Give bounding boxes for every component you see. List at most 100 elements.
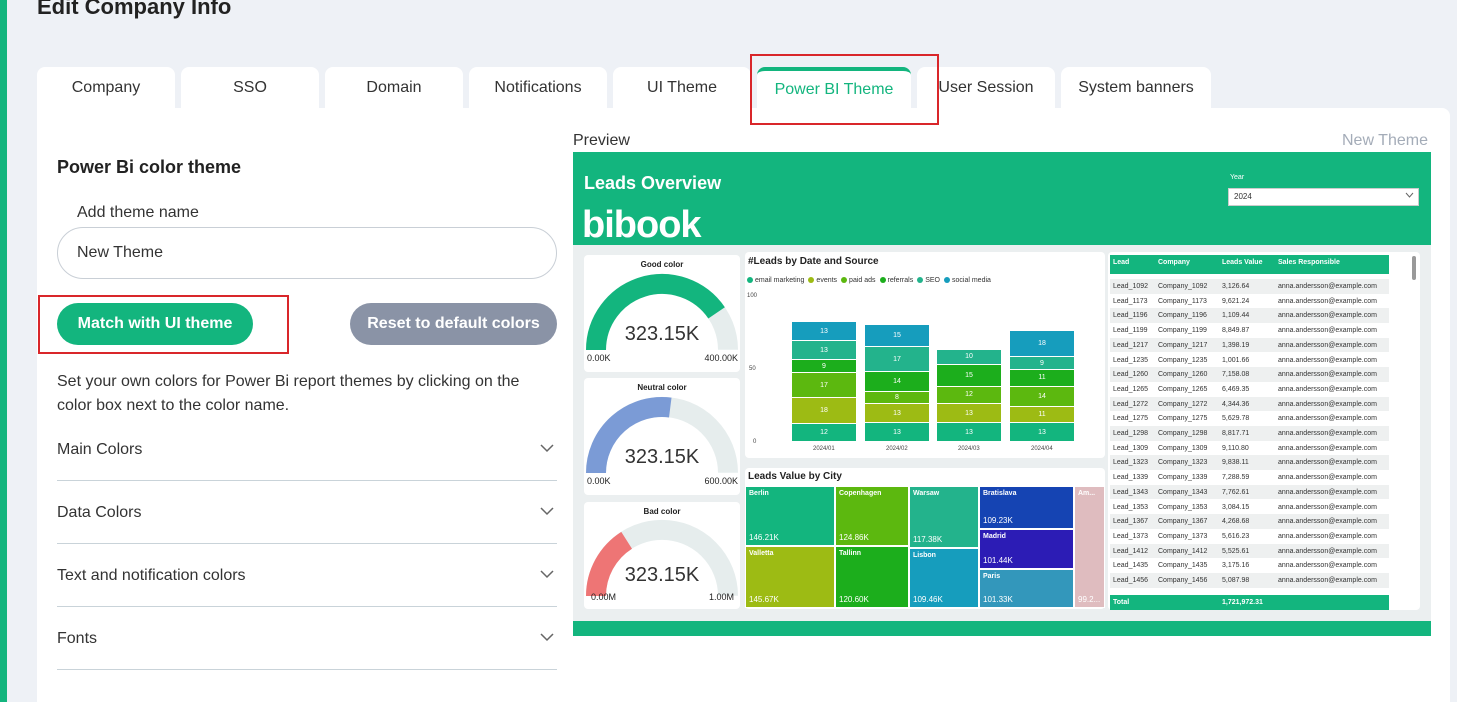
gauge-max: 400.00K [704, 353, 738, 363]
table-row[interactable]: Lead_1196 Company_1196 1,109.44 anna.anders… [1110, 308, 1389, 324]
treemap-cell: Paris 101.33K [979, 569, 1074, 608]
table-cell: Company_1412 [1158, 547, 1208, 555]
bar-segment: 11 [1010, 406, 1074, 422]
cell-name: Madrid [983, 533, 1006, 540]
treemap-title: Leads Value by City [748, 471, 842, 482]
cell-name: Am... [1078, 490, 1096, 497]
year-select[interactable]: 2024 [1228, 188, 1419, 206]
x-tick: 2024/03 [958, 446, 980, 452]
table-row[interactable]: Lead_1298 Company_1298 8,817.71 anna.anders… [1110, 426, 1389, 441]
description-text: Set your own colors for Power Bi report … [57, 373, 520, 414]
table-row[interactable]: Lead_1339 Company_1339 7,288.59 anna.anders… [1110, 470, 1389, 485]
table-cell: Lead_1272 [1113, 400, 1149, 408]
tab-sso[interactable]: SSO [181, 67, 319, 109]
table-cell: Lead_1235 [1113, 356, 1149, 364]
table-cell: anna.andersson@example.com [1278, 444, 1377, 452]
chevron-down-icon [540, 507, 554, 516]
tab-ui-theme[interactable]: UI Theme [613, 67, 751, 109]
cell-name: Lisbon [913, 552, 936, 559]
table-row[interactable]: Lead_1173 Company_1173 9,621.24 anna.anders… [1110, 293, 1389, 309]
tab-user-session[interactable]: User Session [917, 67, 1055, 109]
table-cell: 5,629.78 [1222, 415, 1250, 423]
table-row[interactable]: Lead_1217 Company_1217 1,398.19 anna.anders… [1110, 337, 1389, 353]
legend-item: referrals [879, 277, 913, 284]
table-row[interactable]: Lead_1323 Company_1323 9,838.11 anna.anders… [1110, 455, 1389, 471]
table-row[interactable]: Lead_1275 Company_1275 5,629.78 anna.anders… [1110, 411, 1389, 426]
table-cell: Company_1196 [1158, 312, 1207, 320]
treemap-cell: Tallinn 120.60K [835, 546, 909, 608]
table-row[interactable]: Lead_1272 Company_1272 4,344.36 anna.anders… [1110, 396, 1389, 412]
table-cell: anna.andersson@example.com [1278, 400, 1377, 408]
tab-company[interactable]: Company [37, 67, 175, 109]
accordion-text-notification-colors[interactable]: Text and notification colors [57, 544, 557, 607]
table-scrollbar[interactable] [1412, 256, 1416, 280]
tab-power-bi-theme[interactable]: Power BI Theme [757, 67, 911, 109]
table-cell: anna.andersson@example.com [1278, 474, 1377, 482]
reset-default-colors-button[interactable]: Reset to default colors [350, 303, 557, 345]
bar-segment: 9 [1010, 357, 1074, 370]
tab-system-banners[interactable]: System banners [1061, 67, 1211, 109]
tab-notifications[interactable]: Notifications [469, 67, 607, 109]
table-cell: anna.andersson@example.com [1278, 503, 1377, 511]
accordion-main-colors[interactable]: Main Colors [57, 418, 557, 481]
table-row[interactable]: Lead_1353 Company_1353 3,084.15 anna.anders… [1110, 499, 1389, 515]
gauge-neutral: Neutral color 323.15K 0.00K 600.00K [584, 378, 740, 495]
legend-item: events [808, 277, 837, 284]
gauge-value: 323.15K [624, 564, 700, 586]
table-row[interactable]: Lead_1456 Company_1456 5,087.98 anna.anders… [1110, 573, 1389, 588]
column-header[interactable]: Leads Value [1222, 259, 1263, 266]
table-row[interactable]: Lead_1412 Company_1412 5,525.61 anna.anders… [1110, 543, 1389, 559]
treemap-panel: Leads Value by City Berlin 146.21K Copenh… [745, 468, 1105, 609]
table-cell: Company_1435 [1158, 562, 1208, 570]
cell-value: 109.46K [913, 595, 943, 604]
column-header[interactable]: Company [1158, 259, 1190, 266]
table-row[interactable]: Lead_1199 Company_1199 8,849.87 anna.anders… [1110, 323, 1389, 338]
table-row[interactable]: Lead_1260 Company_1260 7,158.08 anna.anders… [1110, 367, 1389, 382]
table-row[interactable]: Lead_1373 Company_1373 5,616.23 anna.anders… [1110, 528, 1389, 544]
legend-item: paid ads [841, 277, 876, 284]
gauge-good: Good color 323.15K 0.00K 400.00K [584, 255, 740, 372]
table-row[interactable]: Lead_1309 Company_1309 9,110.80 anna.anders… [1110, 440, 1389, 456]
bar-segment: 13 [792, 322, 856, 341]
table-cell: anna.andersson@example.com [1278, 415, 1377, 423]
match-ui-theme-button[interactable]: Match with UI theme [57, 303, 253, 345]
table-cell: 3,126.64 [1222, 283, 1250, 290]
table-cell: Company_1339 [1158, 474, 1208, 482]
table-row[interactable]: Lead_1367 Company_1367 4,268.68 anna.anders… [1110, 514, 1389, 529]
bar-segment: 13 [1010, 423, 1074, 441]
total-value: 1,721,972.31 [1222, 599, 1263, 606]
accordion-data-colors[interactable]: Data Colors [57, 481, 557, 544]
table-cell: Company_1353 [1158, 503, 1208, 511]
table-cell: Lead_1217 [1113, 341, 1149, 349]
tab-domain[interactable]: Domain [325, 67, 463, 109]
table-row[interactable]: Lead_1092 Company_1092 3,126.64 anna.anders… [1110, 279, 1389, 294]
column-header[interactable]: Lead [1113, 259, 1130, 266]
accordion-fonts[interactable]: Fonts [57, 607, 557, 670]
bar-segment: 10 [937, 350, 1001, 364]
column-header[interactable]: Sales Responsible [1278, 259, 1340, 266]
treemap-cell: Berlin 146.21K [745, 486, 835, 546]
table-row[interactable]: Lead_1235 Company_1235 1,001.66 anna.anders… [1110, 352, 1389, 368]
table-total-row: Total 1,721,972.31 [1110, 595, 1389, 610]
table-row[interactable]: Lead_1343 Company_1343 7,762.61 anna.anders… [1110, 484, 1389, 500]
theme-name-input[interactable]: New Theme [57, 227, 557, 279]
bibook-logo: bibook [582, 204, 702, 246]
table-cell: Company_1265 [1158, 385, 1208, 393]
table-cell: 4,268.68 [1222, 518, 1250, 526]
table-row[interactable]: Lead_1265 Company_1265 6,469.35 anna.anders… [1110, 381, 1389, 397]
cell-value: 124.86K [839, 533, 869, 542]
y-tick: 0 [753, 439, 757, 445]
table-cell: Lead_1298 [1113, 430, 1149, 437]
chevron-down-icon [540, 570, 554, 579]
bar-segment: 11 [1010, 370, 1074, 386]
cell-name: Berlin [749, 490, 769, 497]
legend-swatch [841, 277, 848, 284]
table-cell: 6,469.35 [1222, 385, 1250, 393]
cell-name: Warsaw [913, 490, 940, 497]
bar-segment: 13 [865, 423, 929, 441]
table-row[interactable]: Lead_1435 Company_1435 3,175.16 anna.anders… [1110, 558, 1389, 573]
bar-chart-plot: 12 18 17 9 13 13 2024/01 13 13 8 14 17 15 2024/02 13 13… [745, 252, 1105, 458]
table-cell: Company_1373 [1158, 532, 1208, 540]
left-accent-stripe [0, 0, 7, 702]
table-cell: Lead_1173 [1113, 297, 1148, 305]
